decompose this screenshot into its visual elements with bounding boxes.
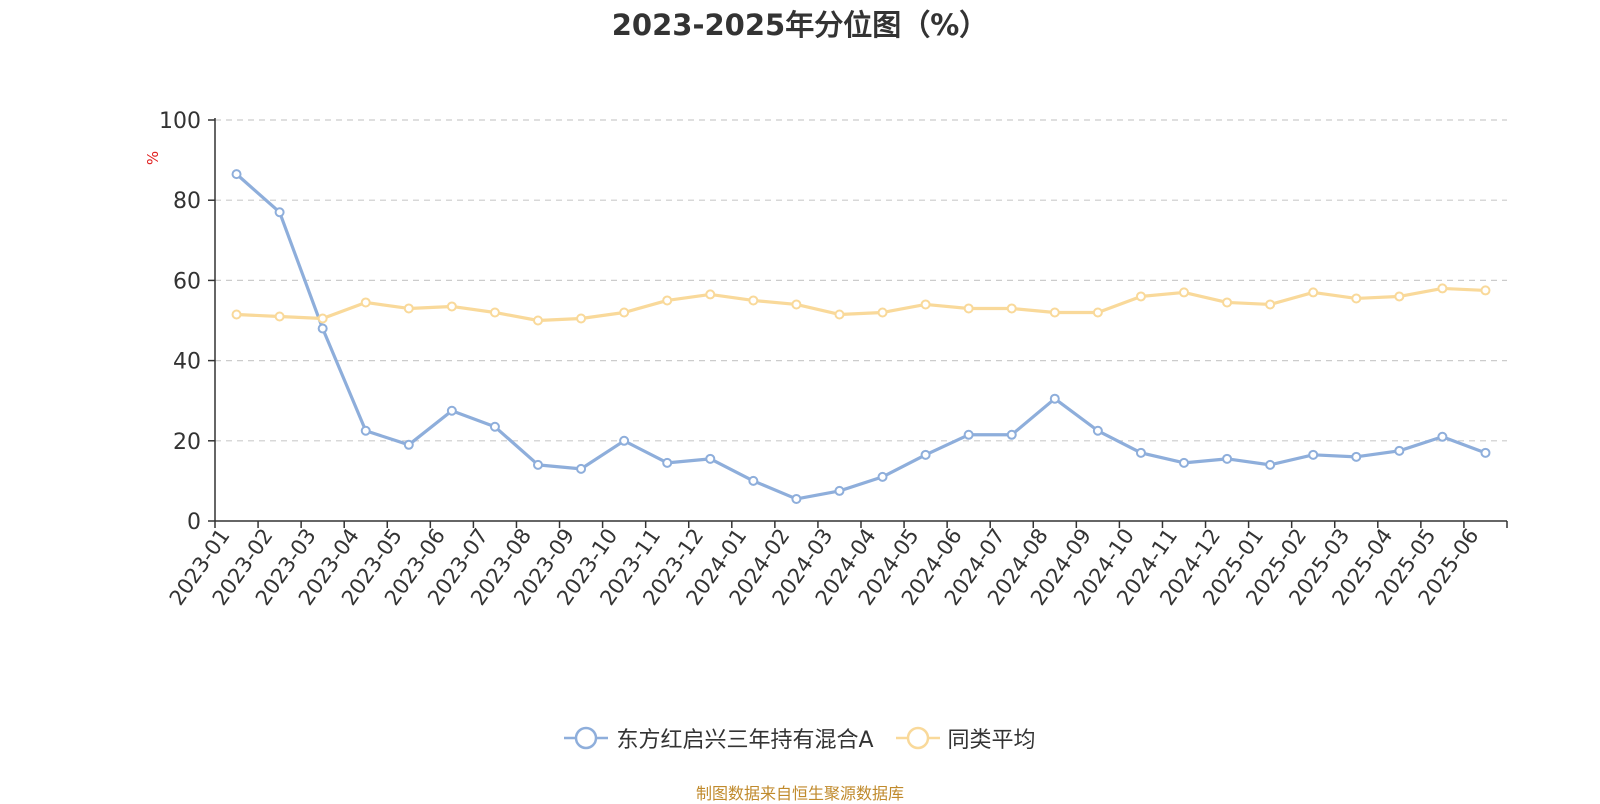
data-point — [877, 307, 888, 318]
data-point — [1092, 425, 1103, 436]
data-point — [576, 463, 587, 474]
legend-symbol-icon — [564, 726, 609, 750]
data-point — [1222, 297, 1233, 308]
data-point — [834, 309, 845, 320]
data-point — [1179, 457, 1189, 468]
data-point — [360, 297, 371, 308]
legend-label: 东方红启兴三年持有混合A — [616, 728, 874, 753]
data-point — [791, 493, 802, 504]
data-point — [1092, 307, 1103, 318]
data-point — [1179, 287, 1189, 298]
series-line-1 — [234, 172, 1488, 501]
data-point — [274, 207, 285, 218]
y-tick-label: 60 — [173, 269, 201, 294]
data-point — [360, 425, 371, 436]
data-point — [403, 303, 414, 314]
legend-marker — [906, 726, 929, 750]
y-tick-label: 0 — [187, 510, 201, 535]
y-tick-label: 40 — [173, 350, 201, 375]
data-point — [662, 295, 673, 306]
data-point — [1480, 447, 1491, 458]
data-point — [1265, 299, 1276, 310]
data-point — [317, 313, 328, 324]
data-point — [1222, 453, 1233, 464]
data-point — [1394, 291, 1405, 302]
data-point — [1437, 431, 1448, 442]
y-tick-label: 100 — [159, 109, 201, 134]
data-point — [1308, 449, 1319, 460]
data-point — [877, 471, 888, 482]
chart-title: 2023-2025年分位图（%） — [611, 8, 989, 42]
source-note: 制图数据来自恒生聚源数据库 — [695, 784, 904, 803]
data-point — [748, 295, 759, 306]
data-point — [1437, 283, 1448, 294]
data-point — [1394, 445, 1405, 456]
data-point — [963, 429, 974, 440]
data-point — [662, 457, 673, 468]
data-point — [231, 309, 242, 320]
data-point — [1480, 285, 1491, 296]
data-point — [403, 439, 414, 450]
legend-label: 同类平均 — [947, 728, 1036, 753]
data-point — [920, 449, 931, 460]
legend-item-2[interactable]: 同类平均 — [895, 722, 1036, 754]
legend-symbol-icon — [895, 726, 940, 750]
data-point — [834, 485, 845, 496]
legend-marker — [575, 726, 598, 750]
data-point — [446, 405, 457, 416]
data-point — [533, 459, 543, 470]
legend: 东方红启兴三年持有混合A 同类平均 — [0, 722, 1600, 754]
data-point — [705, 289, 716, 300]
data-point — [791, 299, 802, 310]
grid-lines — [215, 119, 1507, 442]
data-point — [748, 475, 759, 486]
legend-item-1[interactable]: 东方红启兴三年持有混合A — [564, 722, 874, 754]
data-point — [705, 453, 716, 464]
y-tick-label: 80 — [173, 189, 201, 214]
data-point — [446, 301, 457, 312]
data-point — [533, 315, 543, 326]
data-point — [489, 307, 500, 318]
data-point — [317, 323, 328, 334]
series-line-2 — [234, 286, 1488, 323]
data-point — [1006, 429, 1017, 440]
data-point — [576, 313, 587, 324]
y-axis-label: % — [144, 151, 162, 165]
data-point — [1049, 307, 1060, 318]
data-point — [1049, 393, 1060, 404]
data-point — [619, 435, 630, 446]
data-point — [963, 303, 974, 314]
data-point — [1006, 303, 1017, 314]
data-point — [920, 299, 931, 310]
data-point — [489, 421, 500, 432]
data-point — [274, 311, 285, 322]
data-point — [1135, 291, 1146, 302]
data-point — [1308, 287, 1319, 298]
data-point — [231, 169, 242, 180]
data-point — [1351, 293, 1362, 304]
series-lines — [231, 169, 1491, 504]
data-point — [619, 307, 630, 318]
data-point — [1265, 459, 1276, 470]
y-tick-label: 20 — [173, 430, 201, 455]
tick-labels: 020406080100%2023-012023-022023-032023-0… — [144, 109, 1484, 610]
data-point — [1351, 451, 1362, 462]
data-point — [1135, 447, 1146, 458]
axes — [208, 118, 1508, 528]
